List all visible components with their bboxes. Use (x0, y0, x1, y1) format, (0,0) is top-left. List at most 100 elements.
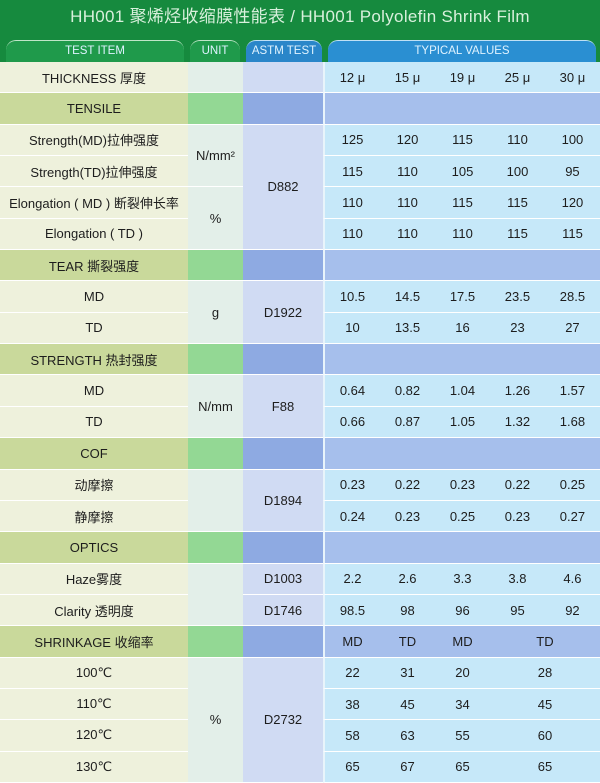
value-row: 0.64 0.82 1.04 1.26 1.57 (323, 375, 600, 407)
unit-cell: N/mm (188, 375, 243, 439)
value-cell: 10 (345, 320, 360, 336)
value-row: 98.5 98 96 95 92 (323, 594, 600, 627)
astm-section-cell (243, 93, 323, 125)
test-item-label: Clarity 透明度 (0, 594, 188, 627)
unit-section-cell (188, 626, 243, 658)
value-row: 115 110 105 100 95 (323, 156, 600, 188)
value-cell: 55 (455, 727, 470, 743)
value-cell: 28.5 (559, 289, 586, 305)
value-cell: 65 (455, 759, 470, 775)
value-row: 125 120 115 110 100 (323, 124, 600, 157)
value-cell: 110 (397, 195, 418, 211)
value-cell: 23.5 (504, 289, 531, 305)
section-header: STRENGTH 热封强度 (0, 344, 188, 376)
properties-table: THICKNESS 厚度 12 μ 15 μ 19 μ 25 μ 30 μ TENSILE S… (0, 62, 600, 783)
header-astm-test: ASTM TEST (246, 40, 322, 62)
value-cell: 95 (510, 602, 525, 618)
value-cell: 125 (341, 132, 364, 148)
value-cell: 0.24 (339, 508, 366, 524)
value-row (323, 532, 600, 564)
value-row: 0.66 0.87 1.05 1.32 1.68 (323, 406, 600, 439)
value-cell: 60 (537, 727, 553, 743)
value-cell: 25 μ (504, 69, 531, 85)
value-row (323, 93, 600, 125)
astm-section-cell (243, 438, 323, 470)
value-cell: 0.27 (559, 508, 586, 524)
section-header: SHRINKAGE 收缩率 (0, 626, 188, 658)
value-cell: 1.26 (504, 383, 531, 399)
value-cell: 105 (451, 163, 474, 179)
value-cell: 45 (400, 696, 415, 712)
value-row: 58 63 55 60 (323, 720, 600, 752)
test-item-label: Strength(TD)拉伸强度 (0, 156, 188, 188)
value-row: MD TD MD TD (323, 626, 600, 658)
value-row: 0.23 0.22 0.23 0.22 0.25 (323, 469, 600, 501)
value-cell: 2.6 (398, 571, 417, 587)
value-row (323, 250, 600, 282)
unit-section-cell (188, 532, 243, 564)
value-cell: 98 (400, 602, 415, 618)
value-cell: 1.32 (504, 414, 531, 430)
astm-cell (243, 62, 323, 94)
value-cell: 110 (342, 226, 363, 242)
value-cell: 92 (565, 602, 580, 618)
test-item-label: Elongation ( MD ) 断裂伸长率 (0, 187, 188, 219)
value-cell: 110 (452, 226, 473, 242)
value-cell: 45 (537, 696, 553, 712)
value-cell: TD (398, 633, 417, 649)
header-typical-values: TYPICAL VALUES (328, 40, 596, 62)
value-row (323, 344, 600, 376)
value-cell: 1.68 (559, 414, 586, 430)
value-row: 38 45 34 45 (323, 688, 600, 721)
value-cell: 2.2 (343, 571, 362, 587)
value-cell: 115 (562, 226, 583, 242)
value-cell: 10.5 (339, 289, 366, 305)
value-cell: 34 (455, 696, 470, 712)
value-cell: 100 (561, 132, 584, 148)
test-item-label: Elongation ( TD ) (0, 218, 188, 251)
value-cell: 65 (345, 759, 360, 775)
test-item-label: 静摩擦 (0, 500, 188, 533)
unit-section-cell (188, 344, 243, 376)
value-cell: 23 (510, 320, 525, 336)
value-cell: 0.22 (394, 477, 421, 493)
value-cell: 120 (396, 132, 419, 148)
value-cell: 3.3 (453, 571, 472, 587)
value-row: 110 110 110 115 115 (323, 218, 600, 251)
value-cell: 63 (400, 727, 415, 743)
value-row: 10.5 14.5 17.5 23.5 28.5 (323, 281, 600, 313)
astm-method-cell: D882 (243, 124, 323, 251)
test-item-label: TD (0, 406, 188, 439)
column-header-bar: TEST ITEM UNIT ASTM TEST TYPICAL VALUES (0, 38, 600, 62)
value-cell: 100 (506, 163, 529, 179)
value-row: 22 31 20 28 (323, 657, 600, 689)
value-cell: 120 (561, 195, 584, 211)
section-header: OPTICS (0, 532, 188, 564)
value-cell: 0.23 (394, 508, 421, 524)
value-cell: 1.57 (559, 383, 586, 399)
value-cell: 1.05 (449, 414, 476, 430)
value-cell: 31 (400, 665, 415, 681)
unit-cell: g (188, 281, 243, 345)
test-item-label: Haze雾度 (0, 563, 188, 595)
unit-section-cell (188, 93, 243, 125)
value-cell: 30 μ (559, 69, 586, 85)
test-item-label: 100℃ (0, 657, 188, 689)
value-cell: 12 μ (339, 69, 366, 85)
astm-method-cell: D2732 (243, 657, 323, 783)
value-cell: 110 (507, 132, 528, 148)
value-row (323, 438, 600, 470)
value-cell: 14.5 (394, 289, 421, 305)
astm-section-cell (243, 626, 323, 658)
value-cell: 3.8 (508, 571, 527, 587)
value-cell: MD (452, 633, 473, 649)
test-item-label: 动摩擦 (0, 469, 188, 501)
value-cell: 95 (565, 163, 580, 179)
value-row: 110 110 115 115 120 (323, 187, 600, 219)
value-cell: 115 (452, 132, 473, 148)
value-cell: 27 (565, 320, 580, 336)
astm-section-cell (243, 344, 323, 376)
value-cell: 0.87 (394, 414, 421, 430)
test-item-label: MD (0, 375, 188, 407)
value-cell: 0.23 (339, 477, 366, 493)
